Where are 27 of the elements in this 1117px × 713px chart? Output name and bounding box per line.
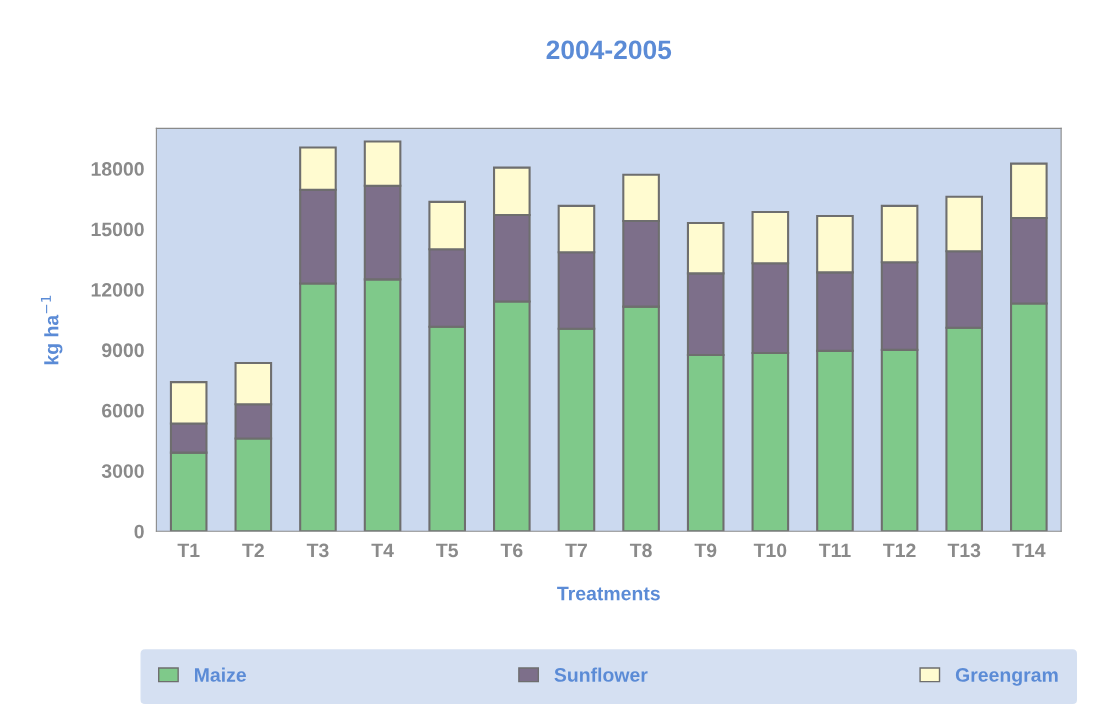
- x-tick-label: T14: [1012, 543, 1046, 558]
- x-tick-label: T3: [306, 543, 329, 558]
- x-tick-label: T13: [947, 543, 981, 558]
- y-tick-label: 9000: [102, 343, 144, 358]
- x-tick-label: T1: [177, 543, 200, 558]
- y-tick-label: 12000: [91, 282, 144, 297]
- y-tick-label: 0: [134, 524, 144, 539]
- chart-title: 2004-2005: [546, 40, 672, 60]
- y-tick-label: 6000: [102, 403, 144, 418]
- y-tick-label: 18000: [91, 162, 144, 176]
- legend-label: Greengram: [955, 668, 1058, 686]
- x-tick-label: T11: [818, 543, 851, 558]
- y-tick-label: 3000: [101, 464, 144, 479]
- y-axis-title: kg ha$^{−1}$: [40, 295, 63, 365]
- legend-label: Sunflower: [554, 667, 648, 682]
- x-tick-label: T6: [500, 543, 523, 558]
- x-tick-label: T8: [629, 543, 652, 558]
- y-tick-label: 15000: [91, 222, 144, 237]
- x-tick-label: T5: [436, 543, 458, 558]
- legend-label: Maize: [195, 667, 246, 682]
- x-tick-label: T10: [753, 543, 787, 558]
- x-tick-label: T12: [883, 543, 916, 558]
- x-tick-label: T2: [242, 543, 264, 558]
- x-axis-title: Treatments: [557, 586, 660, 601]
- x-tick-label: T7: [565, 543, 587, 558]
- x-tick-label: T9: [694, 543, 717, 558]
- x-tick-label: T4: [371, 543, 394, 558]
